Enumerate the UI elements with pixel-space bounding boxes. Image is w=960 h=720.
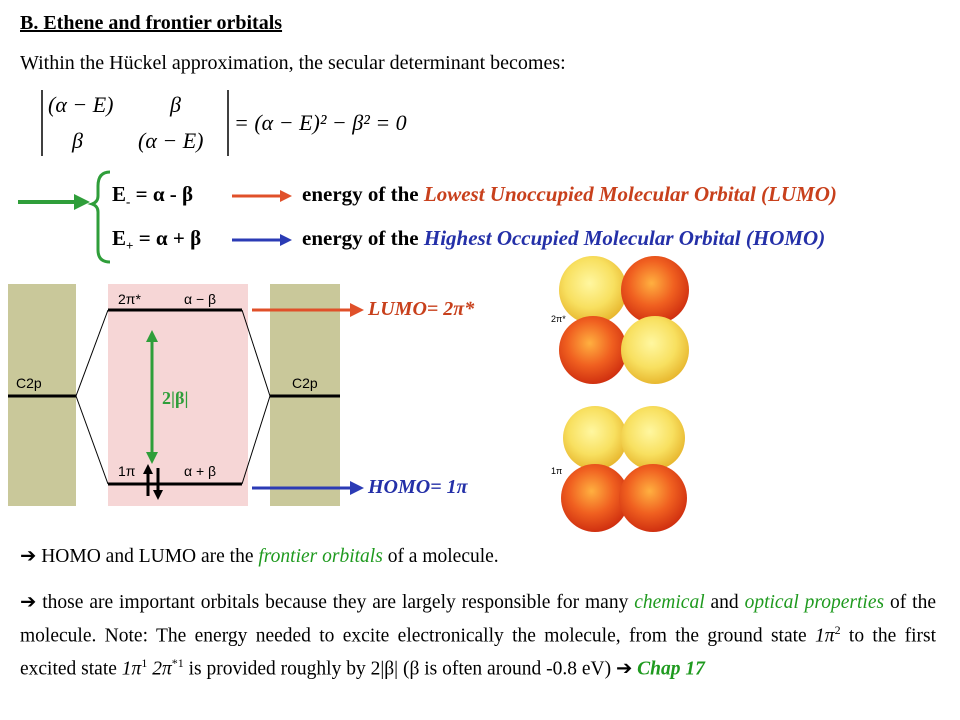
upper-level-label: 2π* <box>118 291 141 307</box>
arrow-bullet-icon: ➔ <box>20 546 37 567</box>
orbital-pictures: 2π* 1π <box>551 256 689 532</box>
corr-left-up <box>75 309 109 397</box>
det-m22: (α − E) <box>138 128 203 153</box>
lumo-arrow <box>252 303 364 317</box>
homo-orbital-picture: 1π <box>551 406 687 532</box>
homo-picture-label: 1π <box>551 466 562 476</box>
lumo-orbital-picture: 2π* <box>551 256 689 384</box>
corr-right-down <box>241 395 271 485</box>
homo-lobe-bottom-right <box>619 464 687 532</box>
det-m21: β <box>71 128 83 153</box>
e-minus-expr: E- = α - β <box>112 182 194 210</box>
bullet-frontier: ➔ HOMO and LUMO are the frontier orbital… <box>20 546 499 567</box>
lower-level-label: 1π <box>118 463 136 479</box>
arrow-bullet-icon: ➔ <box>615 658 638 679</box>
homo-arrow <box>252 481 364 495</box>
molecule-column <box>108 284 248 506</box>
blue-arrow <box>232 234 292 246</box>
arrow-bullet-icon: ➔ <box>20 592 37 613</box>
bullet-importance: ➔ those are important orbitals because t… <box>20 592 936 679</box>
lumo-lobe-top-left <box>559 256 627 324</box>
det-m11: (α − E) <box>48 92 113 117</box>
mo-diagram: C2p C2p 2π* α − β 1π α + β 2|β| <box>8 284 340 506</box>
lumo-label: LUMO= 2π* <box>368 298 475 320</box>
lumo-picture-label: 2π* <box>551 314 566 324</box>
gap-label: 2|β| <box>162 388 188 408</box>
det-rhs: = (α − E)² − β² = 0 <box>234 110 407 135</box>
lumo-lobe-bottom-right <box>621 316 689 384</box>
det-m12: β <box>169 92 181 117</box>
lumo-lobe-top-right <box>621 256 689 324</box>
secular-determinant: (α − E) β β (α − E) = (α − E)² − β² = 0 <box>41 90 407 156</box>
green-arrow-brace <box>18 170 111 264</box>
corr-left-down <box>75 395 109 485</box>
homo-description: energy of the Highest Occupied Molecular… <box>302 226 826 250</box>
left-c2p-label: C2p <box>16 375 42 391</box>
e-plus-expr: E+ = α + β <box>112 226 202 254</box>
lumo-lobe-bottom-left <box>559 316 627 384</box>
homo-lobe-bottom-left <box>561 464 629 532</box>
homo-lobe-top-right <box>621 406 685 470</box>
red-arrow <box>232 190 292 202</box>
homo-lobe-top-left <box>563 406 627 470</box>
upper-energy-label: α − β <box>184 291 216 307</box>
right-c2p-label: C2p <box>292 375 318 391</box>
section-title: B. Ethene and frontier orbitals <box>20 12 283 34</box>
lower-energy-label: α + β <box>184 463 216 479</box>
lumo-description: energy of the Lowest Unoccupied Molecula… <box>302 182 837 206</box>
corr-right-up <box>241 309 271 397</box>
intro-text: Within the Hückel approximation, the sec… <box>20 52 566 74</box>
homo-label: HOMO= 1π <box>368 476 468 498</box>
